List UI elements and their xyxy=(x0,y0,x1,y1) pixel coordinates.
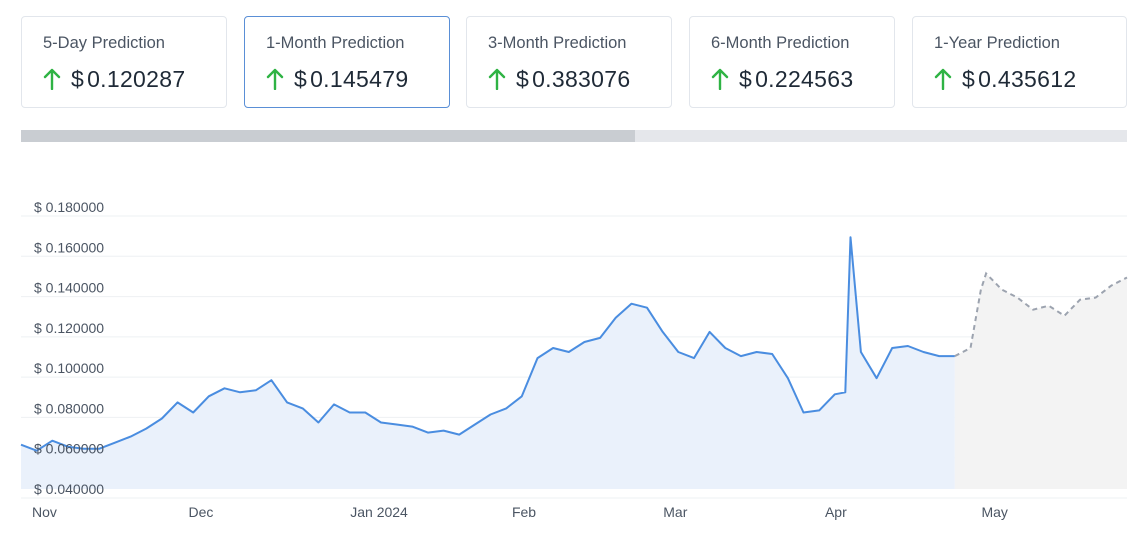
prediction-cards: 5-Day Prediction $ 0.120287 1-Month Pred… xyxy=(21,16,1127,110)
up-arrow-icon xyxy=(43,68,61,90)
price-chart: $ 0.180000 $ 0.160000 $ 0.140000 $ 0.120000… xyxy=(20,199,1128,520)
currency-symbol: $ xyxy=(516,65,530,92)
y-tick-label: $ 0.120000 xyxy=(34,320,104,336)
x-tick-label: Jan 2024 xyxy=(350,504,408,520)
cards-scrollbar[interactable] xyxy=(21,130,1127,142)
prediction-value: $ 0.435612 xyxy=(934,64,1076,94)
price-value: 0.435612 xyxy=(978,65,1077,92)
y-axis-labels: $ 0.180000 $ 0.160000 $ 0.140000 $ 0.120000… xyxy=(34,199,104,497)
x-tick-label: Dec xyxy=(189,504,214,520)
y-tick-label: $ 0.160000 xyxy=(34,239,104,255)
prediction-card-3-month[interactable]: 3-Month Prediction $ 0.383076 xyxy=(466,16,672,108)
price-value: 0.383076 xyxy=(532,65,631,92)
historical-area xyxy=(21,237,955,489)
currency-symbol: $ xyxy=(962,65,976,92)
x-tick-label: Feb xyxy=(512,504,536,520)
historical-price-line xyxy=(20,236,955,452)
prediction-value: $ 0.145479 xyxy=(266,64,408,94)
x-tick-label: Apr xyxy=(825,504,847,520)
scrollbar-thumb[interactable] xyxy=(21,130,635,142)
prediction-label: 5-Day Prediction xyxy=(43,34,165,52)
prediction-card-5-day[interactable]: 5-Day Prediction $ 0.120287 xyxy=(21,16,227,108)
up-arrow-icon xyxy=(934,68,952,90)
currency-symbol: $ xyxy=(71,65,85,92)
chart-areas xyxy=(21,237,1127,489)
price-value: 0.224563 xyxy=(755,65,854,92)
forecast-price-line xyxy=(954,271,1128,357)
prediction-value: $ 0.120287 xyxy=(43,64,185,94)
prediction-label: 3-Month Prediction xyxy=(488,34,627,52)
price-value: 0.120287 xyxy=(87,65,186,92)
up-arrow-icon xyxy=(266,68,284,90)
prediction-label: 1-Month Prediction xyxy=(266,34,405,52)
x-tick-label: Mar xyxy=(663,504,687,520)
y-tick-label: $ 0.140000 xyxy=(34,280,104,296)
x-axis-labels: Nov Dec Jan 2024 Feb Mar Apr May xyxy=(32,504,1008,520)
forecast-area xyxy=(954,273,1127,489)
prediction-card-6-month[interactable]: 6-Month Prediction $ 0.224563 xyxy=(689,16,895,108)
x-tick-label: Nov xyxy=(32,504,57,520)
x-tick-label: May xyxy=(981,504,1007,520)
prediction-label: 6-Month Prediction xyxy=(711,34,850,52)
y-tick-label: $ 0.180000 xyxy=(34,199,104,215)
y-tick-label: $ 0.060000 xyxy=(34,441,104,457)
prediction-value: $ 0.224563 xyxy=(711,64,853,94)
y-tick-label: $ 0.040000 xyxy=(34,481,104,497)
price-value: 0.145479 xyxy=(310,65,409,92)
prediction-card-1-month[interactable]: 1-Month Prediction $ 0.145479 xyxy=(244,16,450,108)
up-arrow-icon xyxy=(711,68,729,90)
currency-symbol: $ xyxy=(294,65,308,92)
y-tick-label: $ 0.100000 xyxy=(34,360,104,376)
prediction-value: $ 0.383076 xyxy=(488,64,630,94)
y-tick-label: $ 0.080000 xyxy=(34,400,104,416)
currency-symbol: $ xyxy=(739,65,753,92)
chart-lines xyxy=(20,236,1128,452)
prediction-label: 1-Year Prediction xyxy=(934,34,1060,52)
up-arrow-icon xyxy=(488,68,506,90)
prediction-card-1-year[interactable]: 1-Year Prediction $ 0.435612 xyxy=(912,16,1127,108)
